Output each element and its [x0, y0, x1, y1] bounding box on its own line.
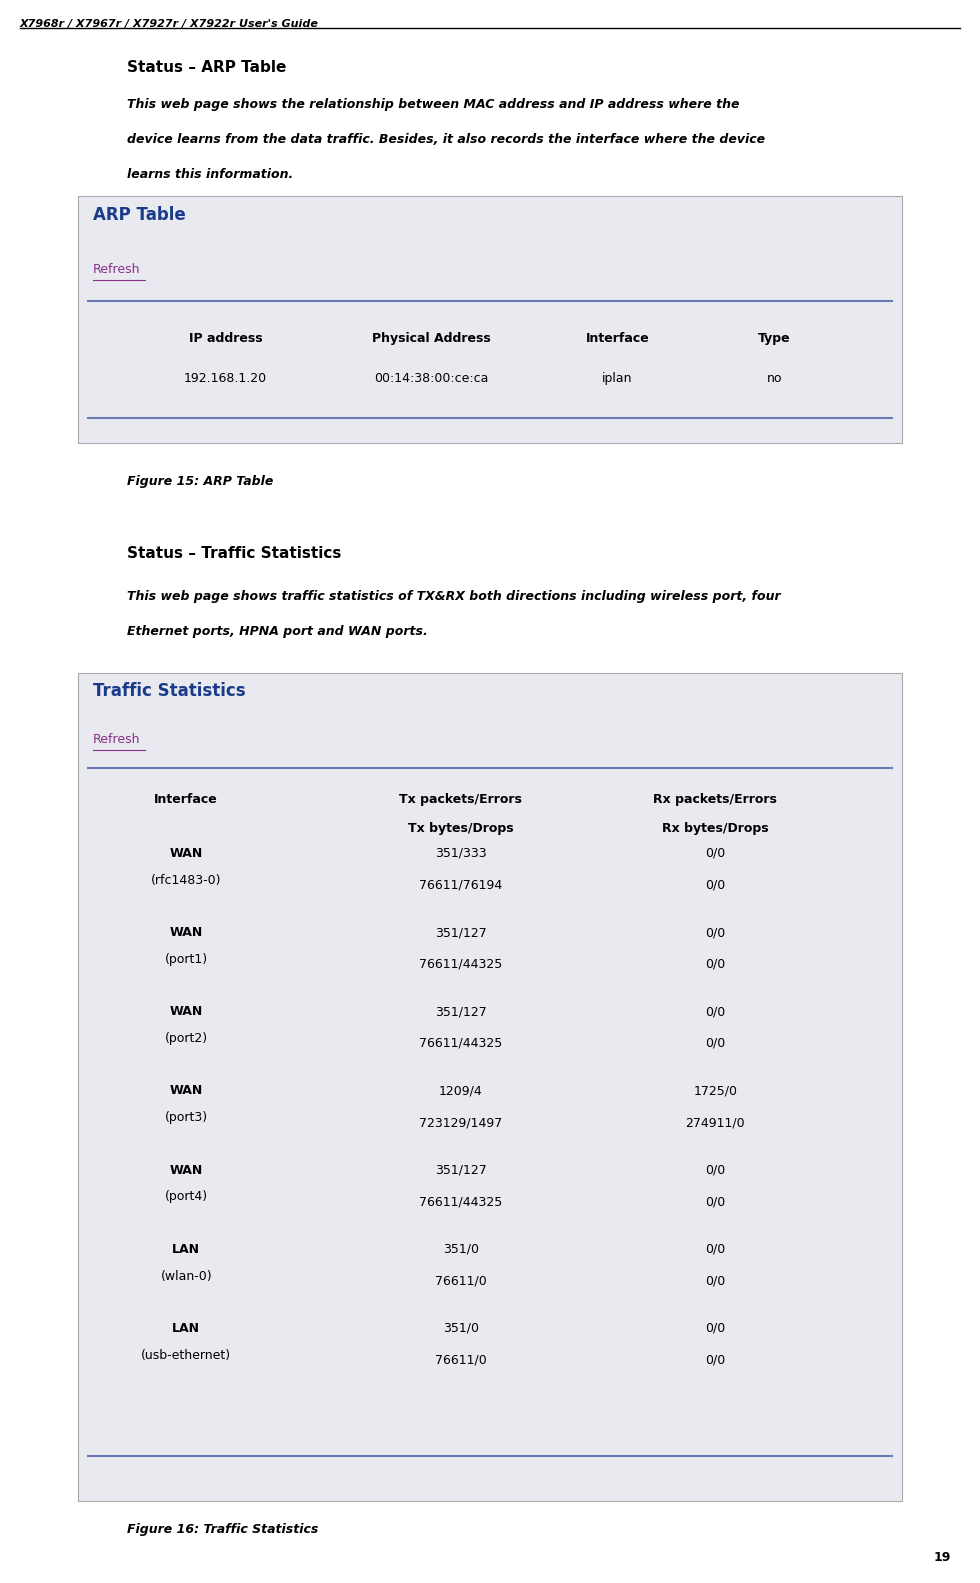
Text: 76611/44325: 76611/44325	[419, 1037, 502, 1050]
Text: Refresh: Refresh	[93, 733, 140, 746]
Text: 0/0: 0/0	[706, 1164, 725, 1176]
Text: Rx packets/Errors: Rx packets/Errors	[654, 793, 777, 806]
Text: 0/0: 0/0	[706, 1322, 725, 1334]
Text: 351/127: 351/127	[435, 926, 486, 939]
Text: 0/0: 0/0	[706, 1195, 725, 1208]
Text: Tx bytes/Drops: Tx bytes/Drops	[408, 822, 514, 834]
Text: Rx bytes/Drops: Rx bytes/Drops	[662, 822, 768, 834]
Text: (usb-ethernet): (usb-ethernet)	[141, 1349, 231, 1361]
Text: (wlan-0): (wlan-0)	[161, 1270, 212, 1282]
Text: (port3): (port3)	[165, 1111, 208, 1124]
Text: 00:14:38:00:ce:ca: 00:14:38:00:ce:ca	[374, 372, 488, 385]
Text: (port1): (port1)	[165, 953, 208, 966]
Text: (port2): (port2)	[165, 1032, 208, 1045]
Text: Figure 15: ARP Table: Figure 15: ARP Table	[127, 475, 273, 488]
FancyBboxPatch shape	[78, 196, 902, 443]
Text: WAN: WAN	[170, 926, 203, 939]
Text: WAN: WAN	[170, 847, 203, 860]
FancyBboxPatch shape	[78, 673, 902, 1501]
Text: Interface: Interface	[154, 793, 219, 806]
Text: 0/0: 0/0	[706, 1005, 725, 1018]
Text: no: no	[766, 372, 782, 385]
Text: 76611/76194: 76611/76194	[419, 879, 502, 891]
Text: LAN: LAN	[172, 1322, 200, 1334]
Text: Status – ARP Table: Status – ARP Table	[127, 60, 287, 74]
Text: 76611/44325: 76611/44325	[419, 1195, 502, 1208]
Text: 274911/0: 274911/0	[686, 1116, 745, 1129]
Text: (rfc1483-0): (rfc1483-0)	[151, 874, 221, 886]
Text: 76611/44325: 76611/44325	[419, 958, 502, 970]
Text: (port4): (port4)	[165, 1190, 208, 1203]
Text: X7968r / X7967r / X7927r / X7922r User's Guide: X7968r / X7967r / X7927r / X7922r User's…	[20, 19, 318, 28]
Text: Interface: Interface	[585, 332, 650, 345]
Text: 19: 19	[933, 1551, 951, 1564]
Text: device learns from the data traffic. Besides, it also records the interface wher: device learns from the data traffic. Bes…	[127, 133, 765, 146]
Text: LAN: LAN	[172, 1243, 200, 1255]
Text: This web page shows the relationship between MAC address and IP address where th: This web page shows the relationship bet…	[127, 98, 740, 111]
Text: 723129/1497: 723129/1497	[419, 1116, 502, 1129]
Text: WAN: WAN	[170, 1005, 203, 1018]
Text: ARP Table: ARP Table	[93, 206, 186, 223]
Text: 0/0: 0/0	[706, 958, 725, 970]
Text: 351/333: 351/333	[435, 847, 486, 860]
Text: 0/0: 0/0	[706, 847, 725, 860]
Text: Status – Traffic Statistics: Status – Traffic Statistics	[127, 546, 342, 560]
Text: Physical Address: Physical Address	[371, 332, 491, 345]
Text: Traffic Statistics: Traffic Statistics	[93, 682, 246, 700]
Text: 0/0: 0/0	[706, 1353, 725, 1366]
Text: This web page shows traffic statistics of TX&RX both directions including wirele: This web page shows traffic statistics o…	[127, 590, 781, 603]
Text: 0/0: 0/0	[706, 1037, 725, 1050]
Text: Refresh: Refresh	[93, 263, 140, 275]
Text: 0/0: 0/0	[706, 879, 725, 891]
Text: Tx packets/Errors: Tx packets/Errors	[399, 793, 522, 806]
Text: Figure 16: Traffic Statistics: Figure 16: Traffic Statistics	[127, 1523, 318, 1536]
Text: WAN: WAN	[170, 1164, 203, 1176]
Text: 76611/0: 76611/0	[435, 1353, 486, 1366]
Text: Ethernet ports, HPNA port and WAN ports.: Ethernet ports, HPNA port and WAN ports.	[127, 625, 428, 638]
Text: 1725/0: 1725/0	[694, 1084, 737, 1097]
Text: Type: Type	[758, 332, 791, 345]
Text: 351/127: 351/127	[435, 1005, 486, 1018]
Text: 192.168.1.20: 192.168.1.20	[184, 372, 267, 385]
Text: 0/0: 0/0	[706, 1274, 725, 1287]
Text: 0/0: 0/0	[706, 1243, 725, 1255]
Text: 76611/0: 76611/0	[435, 1274, 486, 1287]
Text: learns this information.: learns this information.	[127, 168, 294, 180]
Text: IP address: IP address	[188, 332, 263, 345]
Text: 351/127: 351/127	[435, 1164, 486, 1176]
Text: 351/0: 351/0	[443, 1322, 478, 1334]
Text: 0/0: 0/0	[706, 926, 725, 939]
Text: iplan: iplan	[602, 372, 633, 385]
Text: 351/0: 351/0	[443, 1243, 478, 1255]
Text: WAN: WAN	[170, 1084, 203, 1097]
Text: 1209/4: 1209/4	[439, 1084, 482, 1097]
